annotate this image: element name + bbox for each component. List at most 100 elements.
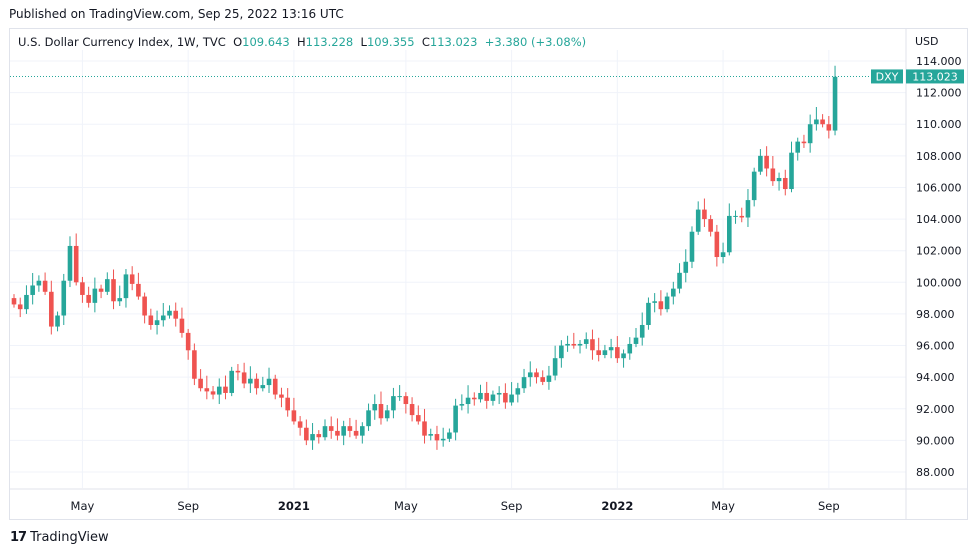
candle-body xyxy=(397,396,402,398)
x-tick-label: May xyxy=(71,499,95,513)
symbol-tag-text: DXY xyxy=(876,70,899,83)
candle-body xyxy=(204,388,210,392)
candle-body xyxy=(185,332,191,351)
candle-body xyxy=(347,426,353,431)
high-value: 113.228 xyxy=(305,35,354,49)
candle-body xyxy=(727,215,732,253)
candle-body xyxy=(360,426,365,436)
price-tag-bg xyxy=(906,69,964,84)
candle-body xyxy=(173,310,179,319)
open-key: O xyxy=(233,35,243,49)
candle-body xyxy=(590,339,595,351)
candle-body xyxy=(509,394,514,403)
chart-panel[interactable] xyxy=(9,28,968,520)
candle-body xyxy=(683,261,689,273)
y-tick-label: 114.000 xyxy=(916,55,962,68)
close-value: 113.023 xyxy=(429,35,478,49)
candle-body xyxy=(583,339,589,344)
y-tick-label: 102.000 xyxy=(916,245,962,258)
candle-body xyxy=(192,350,197,379)
candle-body xyxy=(422,421,427,436)
candle-body xyxy=(61,280,67,316)
candle-body xyxy=(745,200,751,218)
candle-body xyxy=(136,283,141,297)
candle-body xyxy=(639,324,645,338)
candle-body xyxy=(24,294,29,310)
candle-body xyxy=(658,301,664,310)
candle-body xyxy=(366,410,371,427)
candle-body xyxy=(148,315,154,325)
candle-body xyxy=(621,353,626,359)
candle-body xyxy=(664,296,670,310)
candle-body xyxy=(515,388,521,395)
candle-body xyxy=(671,288,676,297)
y-tick-label: 100.000 xyxy=(916,276,962,289)
candle-body xyxy=(801,141,807,144)
candle-body xyxy=(409,404,415,416)
candle-body xyxy=(689,231,695,262)
symbol-title: U.S. Dollar Currency Index, 1W, TVC xyxy=(18,35,226,49)
candle-body xyxy=(129,274,135,284)
open-value: 109.643 xyxy=(242,35,290,49)
candle-body xyxy=(465,397,471,405)
brand-name: TradingView xyxy=(30,530,109,545)
candle-body xyxy=(98,288,104,292)
candle-body xyxy=(428,434,434,436)
candle-body xyxy=(391,396,396,411)
candle-body xyxy=(30,285,35,295)
candle-body xyxy=(826,124,832,131)
candle-body xyxy=(235,370,241,373)
candle-body xyxy=(105,279,110,292)
candle-body xyxy=(814,119,819,125)
candle-body xyxy=(17,304,23,310)
candle-body xyxy=(527,372,533,378)
x-tick-label: May xyxy=(711,499,735,513)
candle-body xyxy=(646,302,651,325)
candle-body xyxy=(714,231,720,258)
candle-body xyxy=(720,252,726,258)
candle-body xyxy=(677,272,682,289)
low-value: 109.355 xyxy=(366,35,415,49)
candle-body xyxy=(248,378,253,384)
candle-body xyxy=(751,171,757,201)
candle-body xyxy=(615,347,620,359)
close-key: C xyxy=(421,35,430,49)
candle-body xyxy=(733,215,738,217)
candle-body xyxy=(254,378,259,389)
candle-body xyxy=(55,315,60,327)
y-tick-label: 92.000 xyxy=(916,403,955,416)
candle-body xyxy=(80,282,85,295)
low-key: L xyxy=(360,35,367,49)
x-tick-label: 2021 xyxy=(278,499,310,513)
candle-body xyxy=(552,358,558,376)
candle-body xyxy=(546,375,552,382)
candle-body xyxy=(776,177,782,182)
candle-body xyxy=(73,245,79,283)
footer-branding[interactable]: 17 TradingView xyxy=(10,530,109,545)
candle-body xyxy=(341,426,346,436)
x-tick-label: Sep xyxy=(177,499,199,513)
candle-body xyxy=(291,410,297,422)
candle-body xyxy=(328,426,334,431)
candle-body xyxy=(266,378,272,386)
currency-label: USD xyxy=(915,35,939,48)
y-tick-label: 94.000 xyxy=(916,371,955,384)
candle-body xyxy=(310,434,315,441)
candle-body xyxy=(378,404,384,419)
candle-body xyxy=(540,377,545,382)
candle-body xyxy=(652,301,657,303)
candle-body xyxy=(807,124,813,144)
candle-body xyxy=(372,404,378,411)
candle-body xyxy=(229,370,234,393)
y-tick-label: 106.000 xyxy=(916,181,962,194)
candle-body xyxy=(758,155,763,172)
candle-body xyxy=(459,404,465,406)
y-tick-label: 108.000 xyxy=(916,150,962,163)
candle-body xyxy=(789,152,794,190)
candle-body xyxy=(739,215,745,218)
candle-body xyxy=(596,350,601,356)
candle-body xyxy=(123,274,129,299)
candle-body xyxy=(490,394,496,401)
candle-body xyxy=(496,392,502,395)
